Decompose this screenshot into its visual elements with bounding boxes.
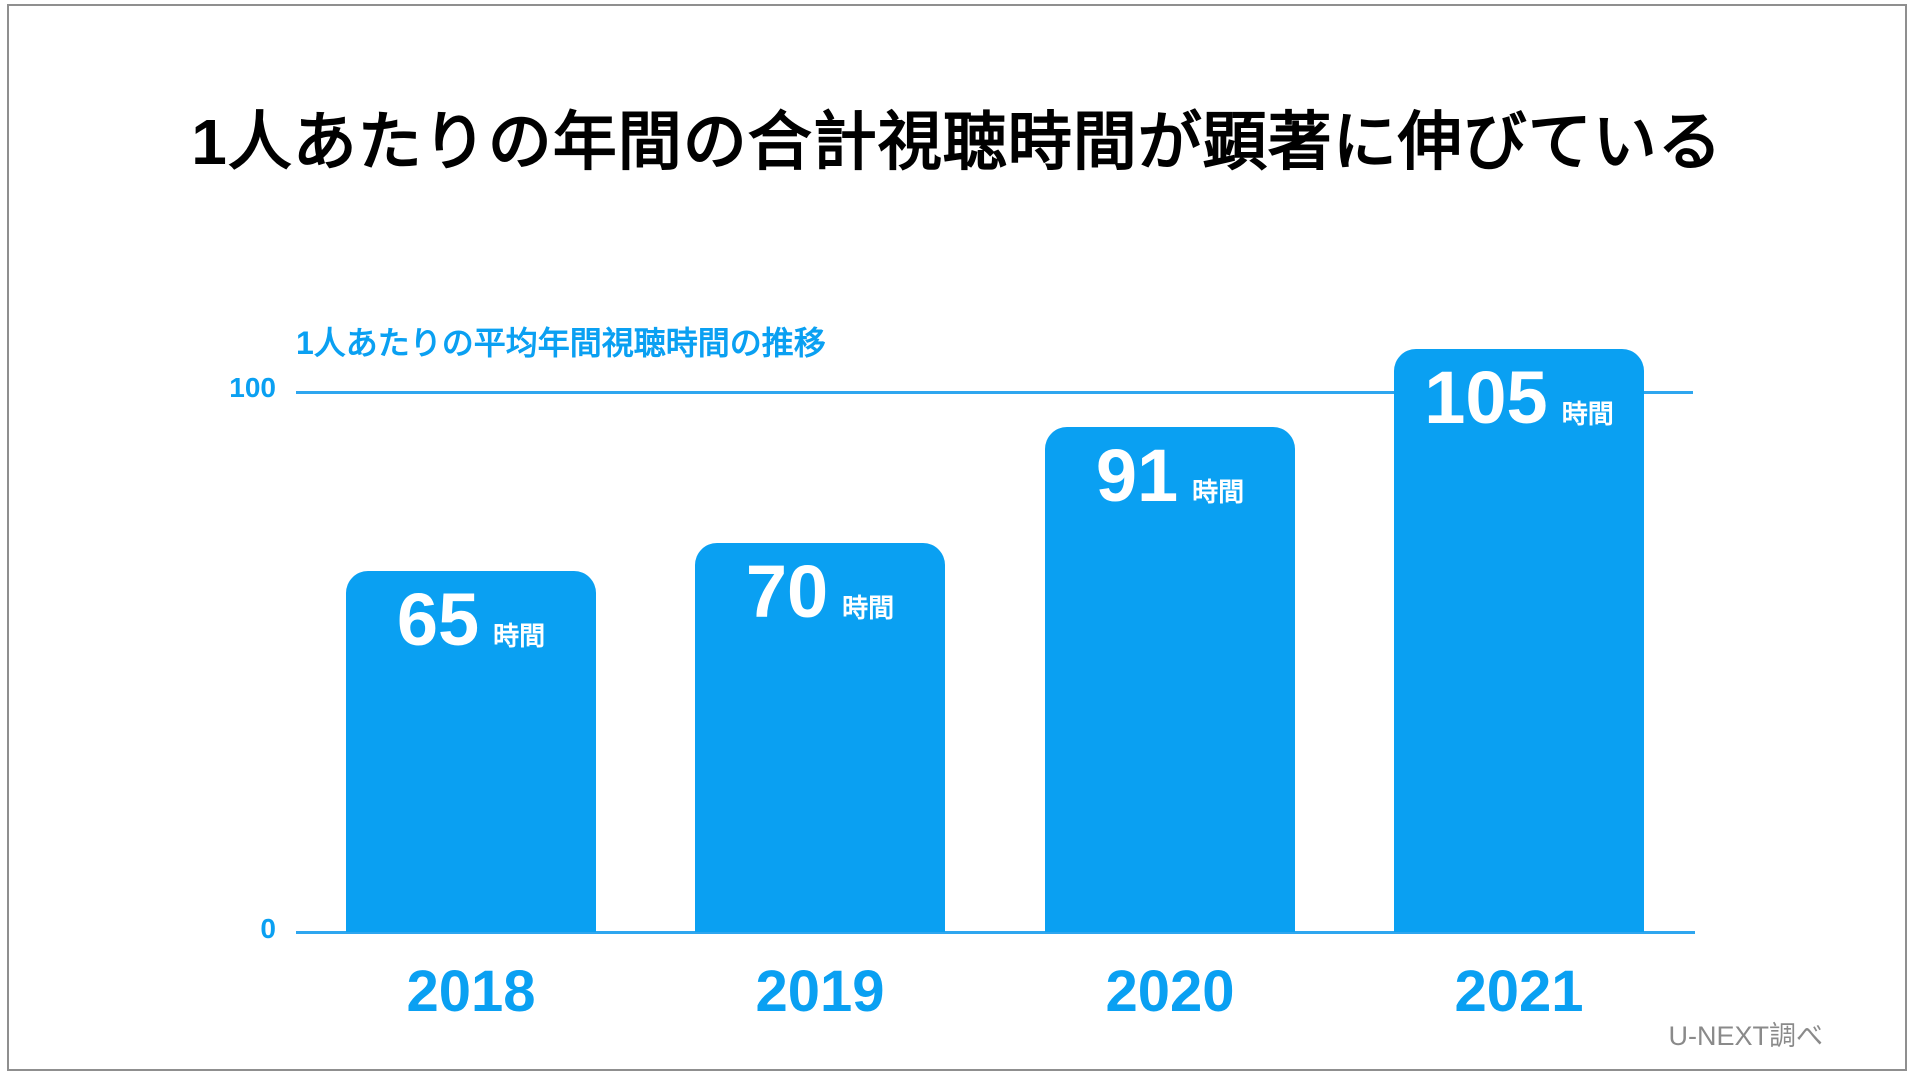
bar-value: 65 xyxy=(396,578,480,661)
chart-subtitle: 1人あたりの平均年間視聴時間の推移 xyxy=(296,325,826,361)
slide-frame: 1人あたりの年間の合計視聴時間が顕著に伸びている 1人あたりの平均年間視聴時間の… xyxy=(7,4,1907,1071)
bar-label-2021: 105 時間 xyxy=(1394,361,1644,435)
page-title: 1人あたりの年間の合計視聴時間が顕著に伸びている xyxy=(191,106,1723,178)
bar-2021: 105 時間 xyxy=(1394,349,1644,932)
x-axis-label-2020: 2020 xyxy=(1105,959,1235,1024)
y-axis-tick-0: 0 xyxy=(260,913,276,944)
bar-label-2019: 70 時間 xyxy=(695,555,945,629)
bar-2019: 70 時間 xyxy=(695,543,945,932)
x-axis-labels: 2018 2019 2020 2021 xyxy=(296,958,1695,1038)
x-axis-label-2019: 2019 xyxy=(755,959,885,1024)
x-axis-baseline xyxy=(296,931,1695,934)
gridline-100 xyxy=(296,391,1693,394)
bar-value: 91 xyxy=(1095,434,1179,517)
x-axis-label-2018: 2018 xyxy=(406,959,536,1024)
source-attribution: U-NEXT調べ xyxy=(1668,1021,1824,1051)
bar-label-2020: 91 時間 xyxy=(1045,439,1295,513)
bar-group: 65 時間 70 時間 91 時間 105 時間 xyxy=(296,306,1695,932)
bar-value-unit: 時間 xyxy=(842,593,895,623)
bar-2018: 65 時間 xyxy=(346,571,596,932)
x-axis-label-2021: 2021 xyxy=(1454,959,1584,1024)
y-axis-tick-100: 100 xyxy=(229,372,276,403)
bar-label-2018: 65 時間 xyxy=(346,583,596,657)
bar-value: 70 xyxy=(745,550,829,633)
bar-value-unit: 時間 xyxy=(493,621,546,651)
bar-value: 105 xyxy=(1424,356,1548,439)
bar-2020: 91 時間 xyxy=(1045,427,1295,932)
bar-value-unit: 時間 xyxy=(1561,399,1614,429)
bar-value-unit: 時間 xyxy=(1192,477,1245,507)
